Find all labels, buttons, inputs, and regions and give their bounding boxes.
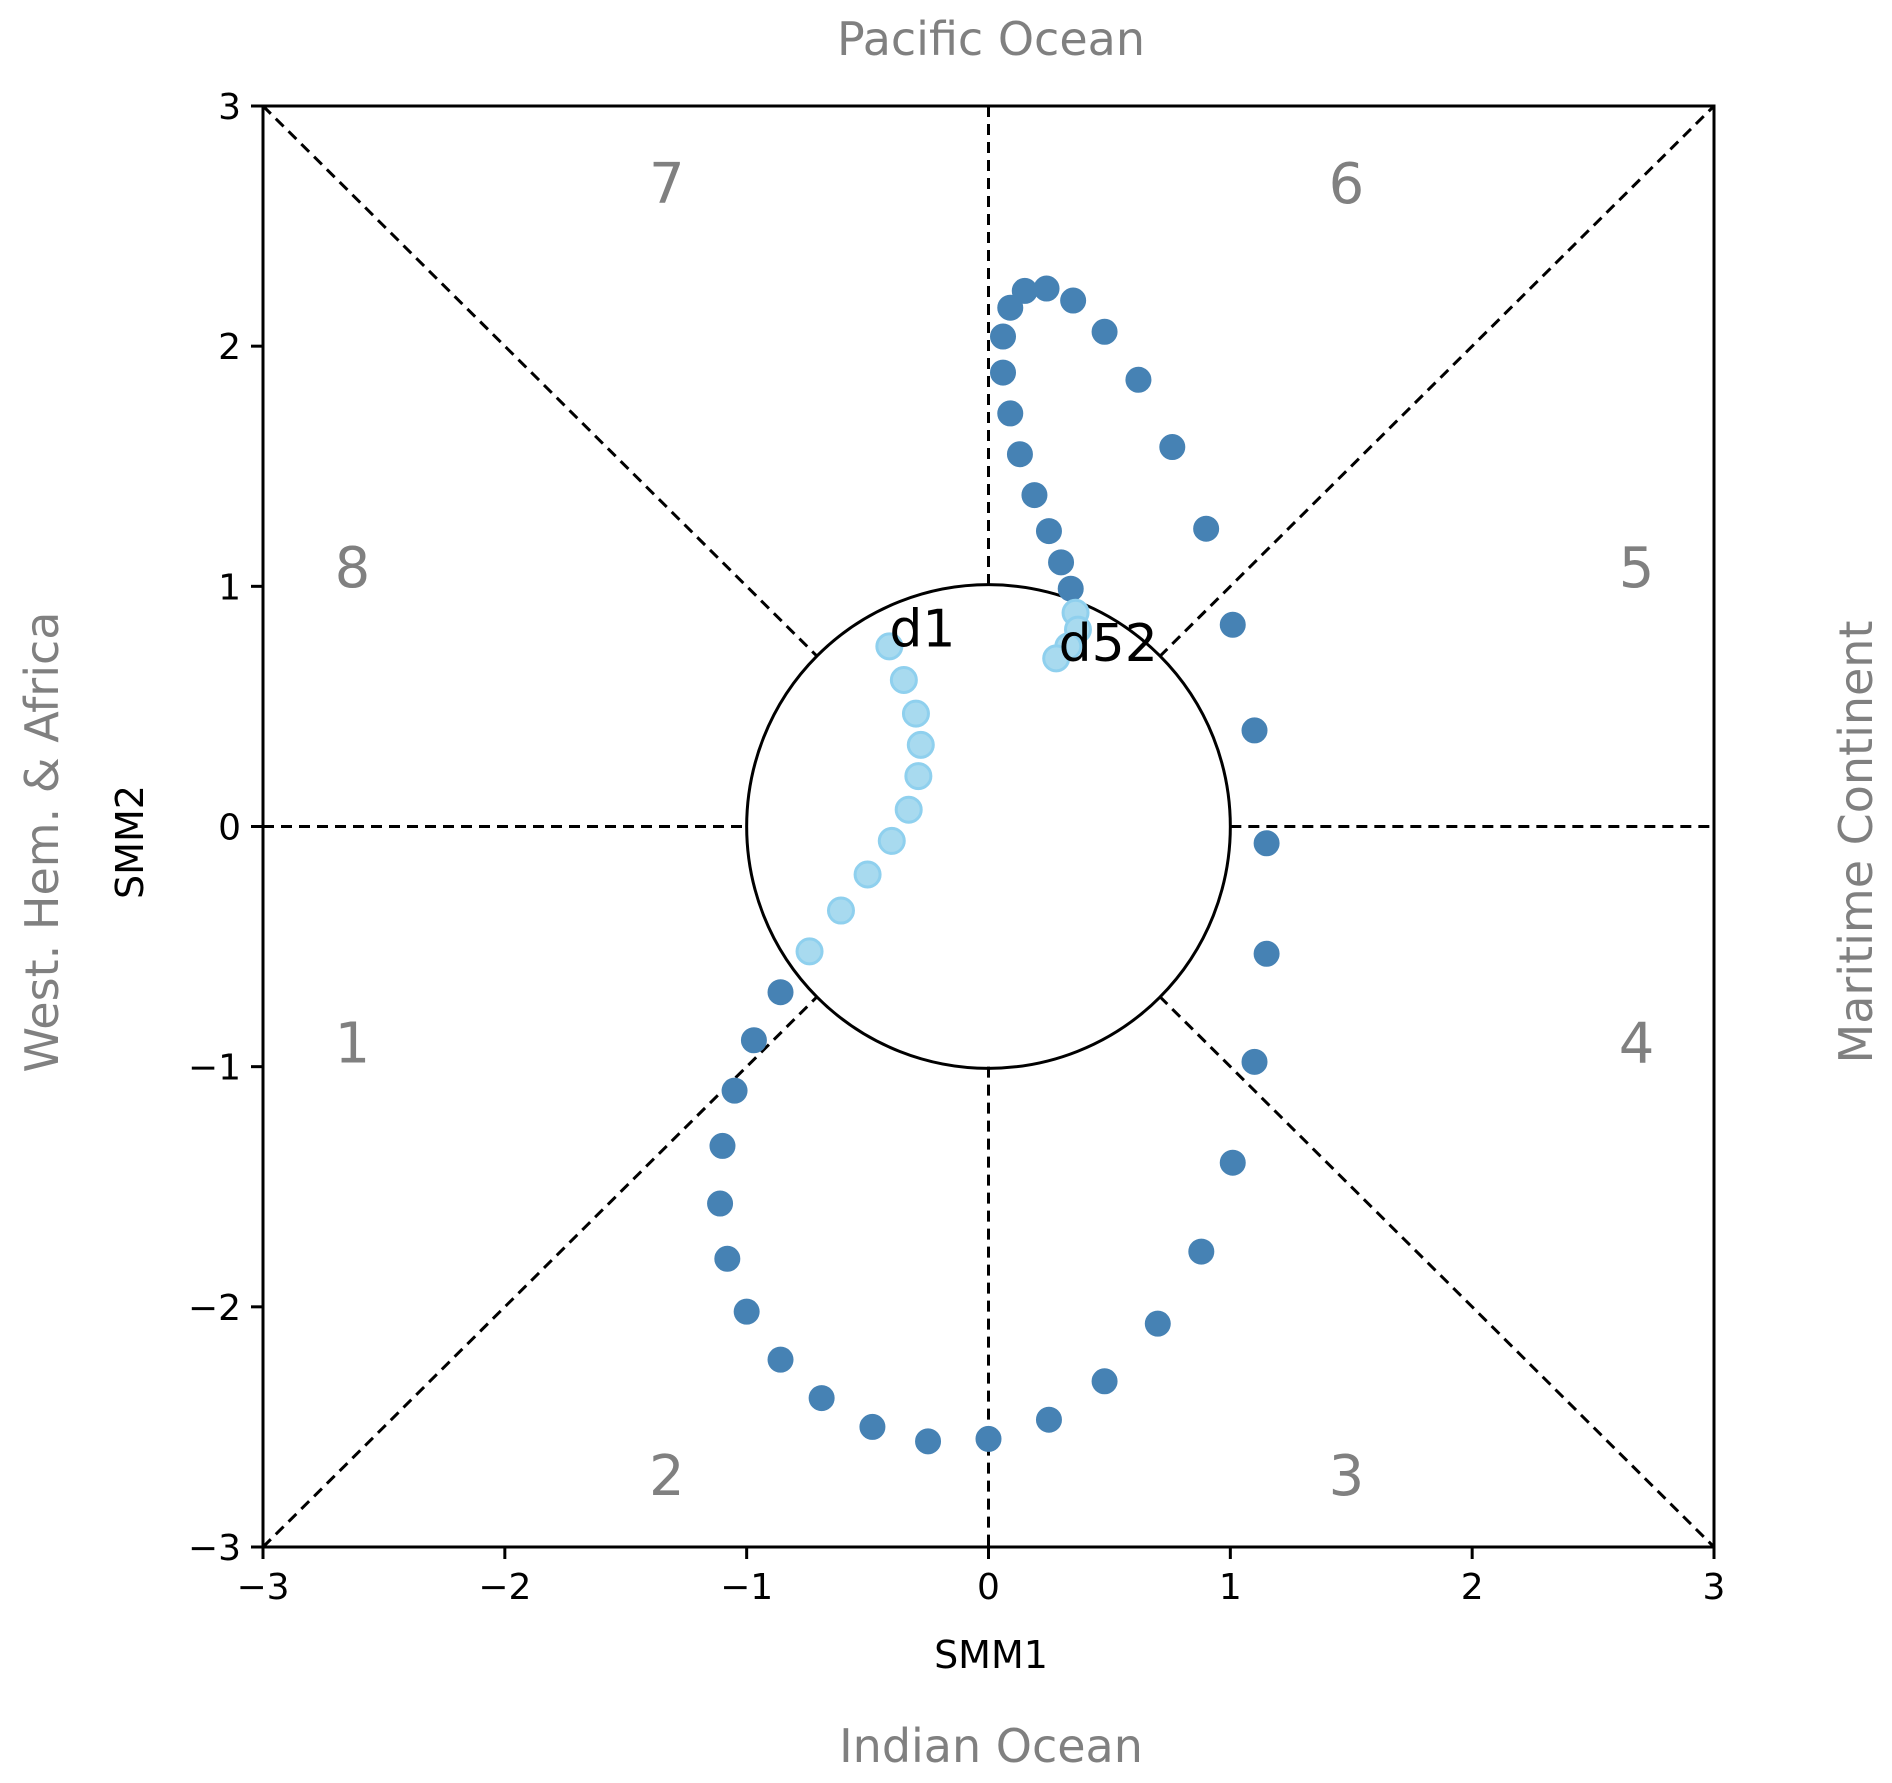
y-tick-label: 0 <box>218 808 241 849</box>
data-point <box>894 795 923 824</box>
data-point <box>1188 1238 1215 1265</box>
region-label-right: Maritime Continent <box>1829 621 1883 1064</box>
x-tick-label: −1 <box>720 1567 773 1608</box>
data-point <box>1048 549 1075 576</box>
data-point <box>1125 366 1152 393</box>
data-point <box>767 979 794 1006</box>
data-point <box>1241 717 1268 744</box>
y-tick-label: 1 <box>218 567 241 608</box>
data-point <box>1091 1368 1118 1395</box>
region-label-left: West. Hem. & Africa <box>15 612 69 1073</box>
phase-number-label: 6 <box>1329 152 1365 217</box>
data-point <box>721 1077 748 1104</box>
phase-number-label: 1 <box>335 1012 371 1077</box>
data-point <box>915 1428 942 1455</box>
data-point <box>826 896 855 925</box>
data-point <box>795 937 824 966</box>
data-point <box>1219 1149 1246 1176</box>
data-point <box>1241 1048 1268 1075</box>
region-label-top: Pacific Ocean <box>837 12 1145 66</box>
data-point <box>990 323 1017 350</box>
region-label-bottom: Indian Ocean <box>839 1719 1143 1773</box>
data-point <box>906 730 935 759</box>
divider-diagonal-upper-left <box>261 104 819 658</box>
data-point <box>1253 830 1280 857</box>
phase-number-label: 7 <box>649 152 685 217</box>
data-point <box>1035 518 1062 545</box>
data-point <box>975 1425 1002 1452</box>
data-point <box>767 1346 794 1373</box>
data-point <box>1021 482 1048 509</box>
divider-diagonal-upper-right <box>1158 104 1716 658</box>
phase-number-label: 4 <box>1619 1012 1655 1077</box>
phase-number-label: 2 <box>649 1444 685 1509</box>
data-point <box>733 1298 760 1325</box>
data-point <box>1033 275 1060 302</box>
y-axis-label: SMM2 <box>108 785 152 899</box>
data-point <box>1159 434 1186 461</box>
y-tick-label: 2 <box>218 327 241 368</box>
data-point <box>709 1132 736 1159</box>
data-point <box>1057 575 1084 602</box>
x-axis-label: SMM1 <box>934 1633 1048 1677</box>
unit-circle <box>745 583 1232 1070</box>
data-point <box>714 1245 741 1272</box>
data-point <box>740 1027 767 1054</box>
data-point <box>1219 611 1246 638</box>
phase-number-label: 3 <box>1329 1444 1365 1509</box>
x-tick-label: −3 <box>236 1567 289 1608</box>
data-point <box>707 1190 734 1217</box>
y-tick-label: 3 <box>218 87 241 128</box>
x-tick-label: −2 <box>478 1567 531 1608</box>
x-tick-label: 1 <box>1219 1567 1242 1608</box>
data-point <box>1091 318 1118 345</box>
divider-diagonal-lower-right <box>1158 995 1716 1549</box>
data-point <box>901 699 930 728</box>
data-point <box>1035 1406 1062 1433</box>
data-point <box>1006 441 1033 468</box>
data-point <box>1060 287 1087 314</box>
data-point <box>990 359 1017 386</box>
x-tick-label: 0 <box>977 1567 1000 1608</box>
data-point <box>1011 277 1038 304</box>
phase-number-label: 5 <box>1619 536 1655 601</box>
data-point <box>904 762 933 791</box>
day-annotation: d52 <box>1059 614 1158 674</box>
day-annotation: d1 <box>889 599 955 659</box>
x-tick-label: 3 <box>1703 1567 1726 1608</box>
data-point <box>889 665 918 694</box>
data-point <box>875 632 904 661</box>
data-point <box>1193 515 1220 542</box>
data-point <box>997 400 1024 427</box>
y-tick-label: −2 <box>188 1288 241 1329</box>
data-point <box>808 1385 835 1412</box>
plot-area: −3 −2 −1 0 1 2 3 −3 −2 −1 0 1 2 3 1 2 3 4 5 6 7 8 d1 d52 <box>188 87 1726 1608</box>
y-tick-label: −3 <box>188 1528 241 1569</box>
x-tick-label: 2 <box>1461 1567 1484 1608</box>
y-tick-label: −1 <box>188 1048 241 1089</box>
data-point <box>877 826 906 855</box>
data-point <box>1144 1310 1171 1337</box>
data-point <box>859 1413 886 1440</box>
data-point <box>853 860 882 889</box>
phase-number-label: 8 <box>335 536 371 601</box>
data-point <box>1253 940 1280 967</box>
data-point <box>997 294 1024 321</box>
data-point <box>1042 644 1071 673</box>
